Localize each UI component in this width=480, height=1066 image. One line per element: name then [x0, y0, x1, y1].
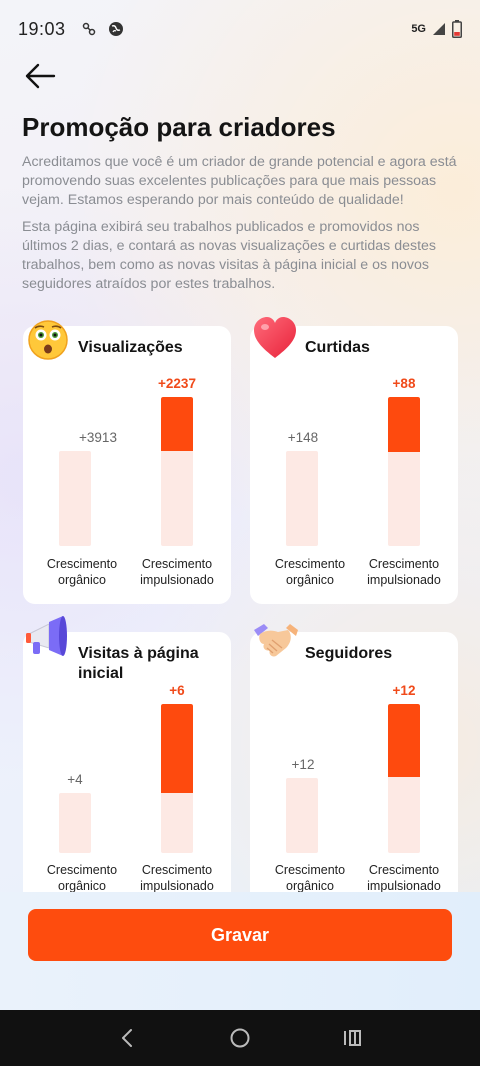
boosted-bar-fill [161, 704, 193, 793]
description-paragraph-2: Esta página exibirá seu trabalhos public… [22, 219, 437, 292]
notification-icon [82, 22, 95, 36]
back-button[interactable] [20, 58, 60, 94]
organic-value: +148 [287, 430, 319, 445]
boosted-value: +88 [392, 376, 416, 391]
stat-card-profile-visits: Visitas à página inicial +4 Crescimento … [23, 616, 231, 893]
description-paragraph-1: Acreditamos que você é um criador de gra… [22, 154, 457, 208]
boosted-value: +12 [392, 683, 416, 698]
boosted-bar-fill [161, 397, 193, 451]
network-label: 5G [411, 23, 426, 35]
signal-icon [433, 23, 445, 35]
handshake-icon [254, 624, 298, 657]
stat-card-followers: Seguidores +12 Crescimento orgânico +12 … [250, 624, 458, 893]
stat-card-views: Visualizações +3913 Crescimento orgânico… [23, 320, 231, 604]
organic-bar [286, 451, 318, 546]
system-nav-bar [0, 1010, 480, 1066]
boosted-label: Crescimento impulsionado [367, 557, 441, 587]
battery-icon [452, 20, 462, 38]
card-title: Visualizações [78, 339, 183, 356]
boosted-bar [388, 397, 420, 546]
back-nav-icon [121, 1029, 132, 1047]
globe-icon [108, 22, 123, 36]
boosted-bar-fill [388, 704, 420, 777]
boosted-label: Crescimento impulsionado [140, 863, 214, 893]
stat-card-likes: Curtidas +148 Crescimento orgânico +88 C… [250, 317, 458, 604]
organic-bar [59, 793, 91, 853]
nav-recents-button[interactable] [333, 1018, 373, 1058]
nav-back-button[interactable] [107, 1018, 147, 1058]
boosted-label: Crescimento impulsionado [140, 557, 214, 587]
organic-bar [286, 778, 318, 853]
boosted-value: +6 [169, 683, 185, 698]
organic-value: +12 [291, 757, 315, 772]
megaphone-icon [26, 616, 67, 656]
card-title: Seguidores [305, 645, 393, 662]
status-bar: 19:03 5G [0, 0, 480, 58]
boosted-value: +2237 [158, 376, 196, 391]
page-title: Promoção para criadores [22, 112, 336, 142]
recents-nav-icon [344, 1030, 362, 1046]
organic-value: +3913 [79, 430, 117, 445]
record-button[interactable]: Gravar [28, 909, 452, 961]
organic-label: Crescimento orgânico [274, 863, 346, 893]
boosted-bar [388, 704, 420, 853]
nav-home-button[interactable] [220, 1018, 260, 1058]
boosted-bar-fill [388, 397, 420, 452]
status-time: 19:03 [18, 18, 66, 39]
card-title: Visitas à página inicial [78, 645, 199, 682]
boosted-bar [161, 704, 193, 853]
boosted-label: Crescimento impulsionado [367, 863, 441, 893]
home-nav-icon [230, 1028, 250, 1048]
heart-icon [254, 317, 296, 358]
arrow-left-icon [25, 63, 56, 89]
organic-label: Crescimento orgânico [46, 557, 118, 587]
organic-value: +4 [67, 772, 83, 787]
organic-label: Crescimento orgânico [274, 557, 346, 587]
organic-bar [59, 451, 91, 546]
card-title: Curtidas [305, 339, 370, 356]
boosted-bar [161, 397, 193, 546]
organic-label: Crescimento orgânico [46, 863, 118, 893]
surprised-face-icon [28, 320, 68, 360]
